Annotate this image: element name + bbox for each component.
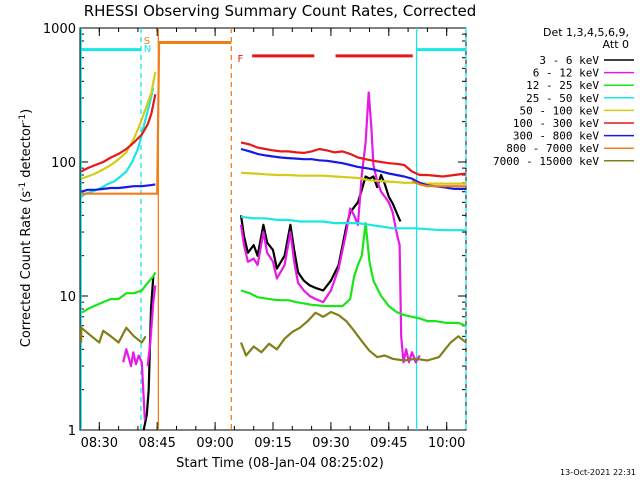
- legend-label: 3 - 6 keV: [539, 54, 599, 67]
- legend-label: 6 - 12 keV: [533, 67, 600, 80]
- legend-label: 7000 - 15000 keV: [493, 155, 599, 168]
- legend-label: 300 - 800 keV: [513, 130, 599, 143]
- series-line-800-7000kev: [411, 180, 466, 188]
- legend-label: 12 - 25 keV: [526, 79, 599, 92]
- series-line-50-100kev: [240, 171, 466, 185]
- series-line-12-25kev: [240, 222, 467, 327]
- y-tick-label: 1000: [43, 22, 76, 37]
- x-tick-label: 10:00: [428, 436, 465, 451]
- x-tick-label: 09:30: [312, 436, 349, 451]
- y-axis-label-sup2: -1: [18, 114, 28, 123]
- series-line-25-50kev: [240, 215, 466, 232]
- series-line-7000-15000kev: [80, 326, 147, 344]
- flare-flag-label: F: [237, 54, 243, 65]
- x-tick-label: 09:45: [370, 436, 407, 451]
- series-line-25-50kev: [80, 87, 155, 198]
- legend-header-line1: Det 1,3,4,5,6,9,: [543, 26, 629, 39]
- y-tick-label: 100: [51, 156, 76, 171]
- legend-label: 50 - 100 keV: [520, 104, 600, 117]
- series-line-100-300kev: [240, 141, 467, 178]
- night-flag-label: N: [144, 44, 151, 55]
- series-line-100-300kev: [80, 94, 157, 173]
- series-line-50-100kev: [80, 71, 157, 180]
- chart-title: RHESSI Observing Summary Count Rates, Co…: [84, 2, 477, 20]
- legend-label: 100 - 300 keV: [513, 117, 599, 130]
- chart-dynamic-layer: 1 10 100 1000 08:30 08:45 09:00 09:15 09:30 09:45…: [43, 22, 634, 451]
- y-axis-label-mid: detector: [19, 122, 34, 182]
- x-tick-label: 09:00: [196, 436, 233, 451]
- series-line-300-800kev: [240, 147, 466, 190]
- x-axis-label: Start Time (08-Jan-04 08:25:02): [176, 456, 384, 471]
- series-line-7000-15000kev: [239, 310, 467, 362]
- saa-flag-label: S: [144, 36, 150, 47]
- y-axis-label-end: ): [19, 109, 34, 114]
- series-line-6-12kev: [239, 91, 421, 364]
- y-axis-label: Corrected Count Rate (s-1 detector-1): [18, 109, 34, 347]
- x-tick-label: 08:30: [81, 436, 118, 451]
- legend-header-line2: Att 0: [603, 38, 629, 51]
- y-axis-label-main: Corrected Count Rate (s: [19, 191, 34, 348]
- series-line-300-800kev: [80, 183, 156, 193]
- series-line-12-25kev: [81, 271, 157, 314]
- series-line-3-6kev: [239, 173, 402, 292]
- y-tick-label: 10: [59, 290, 76, 305]
- series-line-6-12kev: [122, 348, 146, 420]
- y-axis-label-sup1: -1: [18, 182, 28, 191]
- legend-label: 800 - 7000 keV: [506, 142, 599, 155]
- legend-label: 25 - 50 keV: [526, 92, 599, 105]
- series-line-6-12kev: [146, 285, 157, 367]
- y-tick-label: 1: [68, 424, 76, 439]
- footer-date: 13-Oct-2021 22:31: [560, 468, 636, 477]
- x-tick-label: 08:45: [138, 436, 175, 451]
- series-line-3-6kev: [142, 276, 155, 431]
- series-line-800-7000kev: [81, 41, 231, 195]
- x-tick-label: 09:15: [254, 436, 291, 451]
